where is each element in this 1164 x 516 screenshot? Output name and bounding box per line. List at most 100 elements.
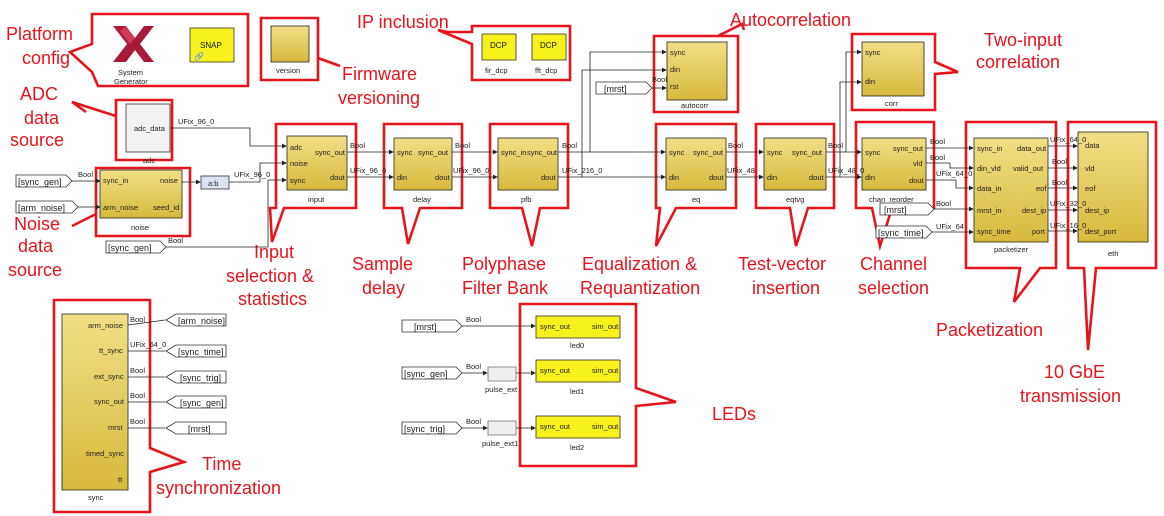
- fir-dcp-block[interactable]: DCP fir_dcp: [481, 33, 517, 75]
- version-label: version: [276, 66, 300, 75]
- input-port-adc: adc: [290, 143, 302, 152]
- snap-block[interactable]: SNAP 🔗: [189, 27, 235, 63]
- sig-bool-sync4: Bool: [130, 391, 145, 400]
- link-icon: 🔗: [194, 51, 204, 61]
- pfb-block[interactable]: sync_in sync_out dout pfb: [497, 137, 559, 204]
- led1-block[interactable]: sync_out sim_out led1: [535, 359, 621, 396]
- eqtvg-port-sync: sync: [767, 148, 783, 157]
- sync-block[interactable]: arm_noise tt_sync ext_sync sync_out mrst…: [61, 313, 129, 502]
- annotation-adc-line2: data: [24, 108, 60, 128]
- led0-port-in: sync_out: [540, 322, 571, 331]
- sig-bool-syncgen: Bool: [78, 170, 93, 179]
- arm-noise-from-tag[interactable]: [arm_noise]: [15, 200, 79, 214]
- sig-ufix64-synctime: UFix_64: [936, 222, 964, 231]
- goto-mrst-label: [mrst]: [188, 424, 211, 434]
- chan-reorder-port-din: din: [865, 173, 875, 182]
- chan-reorder-port-vld: vld: [913, 159, 923, 168]
- goto-sync-gen[interactable]: [sync_gen]: [165, 395, 227, 409]
- led-sync-gen-label: [sync_gen]: [404, 369, 448, 379]
- chan-reorder-block[interactable]: sync din sync_out vld dout chan_reorder: [861, 137, 927, 204]
- pulse-ext-block[interactable]: pulse_ext: [485, 366, 518, 394]
- annotation-adc-line3: source: [10, 130, 64, 150]
- noise-block[interactable]: sync_in arm_noise noise seed_id noise: [99, 169, 183, 232]
- mrst-tag-cr[interactable]: [mrst]: [879, 202, 935, 216]
- noise-mux-block[interactable]: a:b: [200, 175, 230, 190]
- adc-block[interactable]: adc_data adc: [125, 103, 171, 165]
- led2-block[interactable]: sync_out sim_out led2: [535, 415, 621, 452]
- goto-sync-trig-label: [sync_trig]: [180, 373, 221, 383]
- led-sync-trig-label: [sync_trig]: [404, 424, 445, 434]
- input-name: input: [308, 195, 325, 204]
- adc-port: adc_data: [134, 124, 166, 133]
- led-mrst-tag[interactable]: [mrst]: [401, 319, 463, 333]
- sync-goto-tags: [arm_noise] [sync_time] [sync_trig] [syn…: [165, 313, 227, 435]
- fft-dcp-label: fft_dcp: [535, 66, 557, 75]
- sig-ufix64-sync: UFix_64_0: [130, 340, 166, 349]
- corr-name: corr: [885, 99, 898, 108]
- eth-name: eth: [1108, 249, 1118, 258]
- eqtvg-block[interactable]: sync din sync_out dout eqtvg: [763, 137, 827, 204]
- goto-sync-trig[interactable]: [sync_trig]: [165, 370, 227, 384]
- sync-gen-from-tag-2[interactable]: [sync_gen]: [105, 240, 167, 254]
- sig-bool-pk2: Bool: [1052, 178, 1067, 187]
- annotation-leds: LEDs: [712, 404, 756, 424]
- packetizer-port-data-in: data_in: [977, 184, 1002, 193]
- annotation-pfb-line2: Filter Bank: [462, 278, 549, 298]
- noise-name: noise: [131, 223, 149, 232]
- sync-port-tt: tt: [118, 475, 123, 484]
- annotation-platform-config-line1: Platform: [6, 24, 73, 44]
- packetizer-port-data-out: data_out: [1017, 144, 1047, 153]
- led2-port-in: sync_out: [540, 422, 571, 431]
- pulse-ext-name: pulse_ext: [485, 385, 518, 394]
- packetizer-name: packetizer: [994, 245, 1029, 254]
- led0-block[interactable]: sync_out sim_out led0: [535, 315, 621, 350]
- annotation-autocorrelation: Autocorrelation: [730, 10, 851, 30]
- fft-dcp-block[interactable]: DCP fft_dcp: [531, 33, 567, 75]
- sig-bool-sync1: Bool: [130, 315, 145, 324]
- goto-sync-time[interactable]: [sync_time]: [165, 344, 227, 358]
- led-sync-trig-tag[interactable]: [sync_trig]: [401, 421, 463, 435]
- goto-mrst[interactable]: [mrst]: [165, 421, 227, 435]
- input-block[interactable]: adc noise sync sync_out dout input: [286, 135, 348, 204]
- sync-gen-from-tag[interactable]: [sync_gen]: [15, 174, 73, 188]
- annotation-ip-inclusion: IP inclusion: [357, 12, 449, 32]
- annotation-eq-line1: Equalization &: [582, 254, 697, 274]
- eth-block[interactable]: data vld eof dest_ip dest_port eth: [1077, 131, 1149, 258]
- led-sync-gen-tag[interactable]: [sync_gen]: [401, 366, 463, 380]
- xilinx-logo-highlight-icon: [120, 26, 135, 44]
- eth-port-dest-port: dest_port: [1085, 227, 1117, 236]
- led-mrst-label: [mrst]: [414, 322, 437, 332]
- led1-port-in: sync_out: [540, 366, 571, 375]
- noise-port-sync-in: sync_in: [103, 176, 128, 185]
- pulse-ext1-block[interactable]: pulse_ext1: [482, 420, 518, 448]
- system-generator-block[interactable]: System Generator: [113, 26, 154, 86]
- version-callout: Firmware versioning: [259, 16, 420, 108]
- delay-port-din: din: [397, 173, 407, 182]
- sig-bool-led2: Bool: [466, 417, 481, 426]
- annotation-delay-line2: delay: [362, 278, 405, 298]
- goto-arm-noise[interactable]: [arm_noise]: [165, 313, 227, 327]
- packetizer-port-sync-in: sync_in: [977, 144, 1002, 153]
- eq-block[interactable]: sync din sync_out dout eq: [665, 137, 727, 204]
- corr-block[interactable]: sync din corr: [861, 41, 925, 108]
- wires: [72, 49, 1078, 431]
- sig-bool-mrst: Bool: [652, 75, 667, 84]
- packetizer-block[interactable]: sync_in din_vld data_in mrst_in sync_tim…: [973, 137, 1049, 254]
- annotation-firmware-line1: Firmware: [342, 64, 417, 84]
- sync-time-tag[interactable]: [sync_time]: [875, 225, 933, 239]
- autocorr-callout: Autocorrelation: [652, 10, 851, 114]
- annotation-tvg-line2: insertion: [752, 278, 820, 298]
- packetizer-port-sync-time: sync_time: [977, 227, 1011, 236]
- autocorr-block[interactable]: sync din rst autocorr: [666, 41, 728, 110]
- annotation-firmware-line2: versioning: [338, 88, 420, 108]
- sig-bool-pk1: Bool: [1052, 157, 1067, 166]
- version-block[interactable]: version: [270, 25, 310, 75]
- delay-block[interactable]: sync din sync_out dout delay: [393, 137, 453, 204]
- packetizer-port-eof: eof: [1036, 184, 1047, 193]
- autocorr-port-din: din: [670, 65, 680, 74]
- mrst-tag-top[interactable]: [mrst]: [595, 81, 653, 95]
- annotation-eq-line2: Requantization: [580, 278, 700, 298]
- sync-port-sync-out: sync_out: [94, 397, 125, 406]
- sync-port-mrst: mrst: [108, 423, 123, 432]
